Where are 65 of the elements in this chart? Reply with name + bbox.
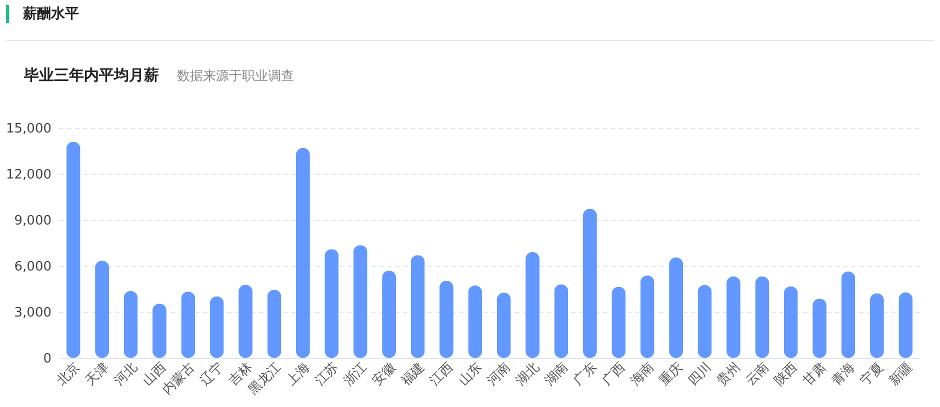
text: 薪酬水平: [23, 5, 79, 23]
x-tick-label: 福建: [398, 360, 428, 389]
chart-title: 毕业三年内平均月薪: [24, 66, 159, 85]
bar: [210, 296, 224, 358]
x-tick-label: 湖南: [542, 360, 572, 389]
bar: [66, 142, 80, 358]
x-tick-label: 甘肃: [800, 360, 830, 389]
x-tick-label: 辽宁: [197, 359, 227, 389]
bar: [124, 290, 138, 358]
bar: [526, 252, 540, 358]
x-tick-label: 宁夏: [857, 359, 887, 389]
bar: [439, 280, 454, 358]
x-tick-label: 四川: [686, 360, 715, 389]
bar: [296, 148, 310, 358]
x-tick-label: 广西: [600, 360, 629, 389]
x-tick-label: 天津: [82, 360, 112, 389]
bar: [324, 249, 339, 358]
bar: [267, 290, 282, 358]
x-tick-label: 河北: [112, 360, 141, 389]
bar: [640, 276, 654, 358]
y-tick-label: 6,000: [14, 260, 52, 274]
x-tick-label: 重庆: [656, 360, 686, 389]
x-tick-label: 河南: [484, 360, 514, 389]
bar: [353, 245, 368, 358]
bar: [554, 284, 568, 358]
y-tick-label: 3,000: [14, 306, 52, 320]
bar: [181, 292, 196, 358]
bar: [95, 260, 110, 358]
bar: [582, 208, 597, 358]
x-tick-label: 北京: [54, 360, 84, 389]
x-tick-label: 江西: [427, 360, 456, 389]
y-tick-label: 9,000: [14, 214, 52, 228]
bar: [841, 272, 856, 358]
x-tick-label: 青海: [829, 360, 858, 389]
x-tick-label: 海南: [628, 360, 658, 389]
x-tick-label: 上海: [284, 360, 313, 389]
bar: [812, 298, 827, 358]
x-tick-label: 贵州: [714, 360, 744, 389]
x-tick-label: 新疆: [886, 360, 916, 389]
bar: [612, 286, 626, 358]
bar: [870, 293, 884, 358]
x-tick-label: 山东: [456, 360, 486, 389]
x-tick-label: 陕西: [772, 360, 801, 389]
x-tick-label: 江苏: [312, 360, 342, 389]
x-tick-label: 湖北: [513, 360, 542, 389]
chart-subtitle: 数据来源于职业调查: [177, 68, 294, 85]
bar: [726, 276, 740, 358]
y-tick-label: 15,000: [6, 122, 52, 136]
bar: [238, 284, 253, 358]
x-tick-label: 浙江: [341, 360, 370, 389]
bar: [382, 270, 396, 358]
y-tick-label: 0: [43, 352, 52, 366]
bar: [468, 285, 482, 358]
x-tick-label: 云南: [743, 360, 772, 389]
bar: [698, 285, 712, 358]
bar: [410, 255, 425, 358]
y-tick-label: 12,000: [6, 168, 52, 182]
bar: [152, 304, 166, 358]
bar: [898, 292, 913, 358]
bar: [496, 292, 511, 358]
bar: [784, 286, 798, 358]
x-tick-label: 安徽: [369, 359, 399, 389]
bar: [669, 257, 684, 358]
x-tick-label: 广东: [570, 360, 600, 389]
bar: [755, 276, 770, 358]
